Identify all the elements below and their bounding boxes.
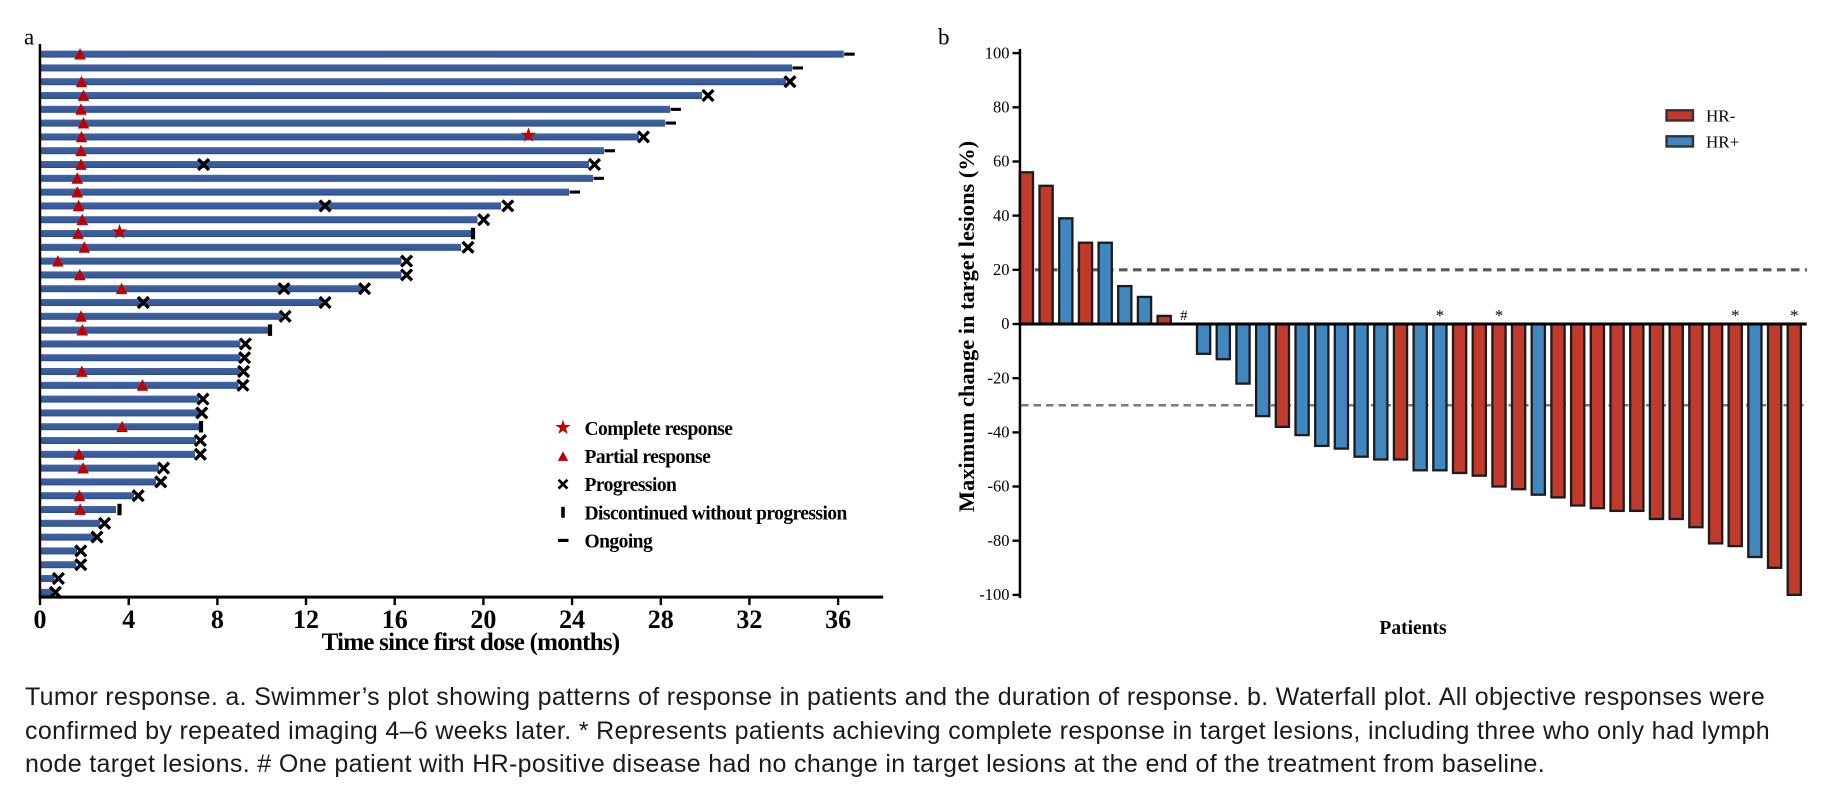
svg-text:20: 20	[470, 605, 496, 634]
svg-text:-40: -40	[988, 423, 1010, 442]
svg-text:-80: -80	[988, 531, 1010, 550]
svg-text:-20: -20	[988, 368, 1010, 387]
svg-text:*: *	[1790, 306, 1799, 325]
svg-text:Discontinued without progressi: Discontinued without progression	[585, 503, 848, 524]
svg-text:HR+: HR+	[1706, 133, 1739, 152]
svg-text:36: 36	[825, 605, 851, 634]
svg-text:20: 20	[993, 260, 1010, 279]
svg-text:8: 8	[211, 605, 224, 634]
svg-text:*: *	[1436, 306, 1445, 325]
svg-text:-60: -60	[988, 477, 1010, 496]
svg-text:a: a	[24, 25, 34, 50]
svg-text:Maximum change in target lesio: Maximum change in target lesions (%)	[954, 141, 979, 512]
svg-text:24: 24	[559, 605, 585, 634]
svg-text:100: 100	[985, 43, 1010, 62]
svg-text:4: 4	[122, 605, 135, 634]
svg-text:Time since first dose (months): Time since first dose (months)	[322, 629, 620, 656]
svg-text:Patients: Patients	[1379, 618, 1447, 639]
svg-text:*: *	[1495, 306, 1504, 325]
svg-text:80: 80	[993, 98, 1010, 117]
svg-text:Ongoing: Ongoing	[585, 531, 653, 552]
svg-text:16: 16	[382, 605, 408, 634]
svg-text:Progression: Progression	[585, 475, 678, 496]
svg-text:#: #	[1180, 308, 1188, 324]
svg-text:-100: -100	[979, 585, 1009, 604]
svg-text:12: 12	[293, 605, 319, 634]
svg-text:60: 60	[993, 152, 1010, 171]
svg-text:32: 32	[736, 605, 762, 634]
svg-text:Partial response: Partial response	[585, 447, 712, 468]
svg-text:HR-: HR-	[1706, 107, 1736, 126]
svg-text:b: b	[938, 25, 950, 50]
svg-text:Complete response: Complete response	[585, 419, 734, 440]
svg-text:28: 28	[648, 605, 674, 634]
svg-text:0: 0	[1001, 314, 1009, 333]
svg-text:*: *	[1731, 306, 1740, 325]
svg-text:40: 40	[993, 206, 1010, 225]
svg-text:0: 0	[34, 605, 47, 634]
